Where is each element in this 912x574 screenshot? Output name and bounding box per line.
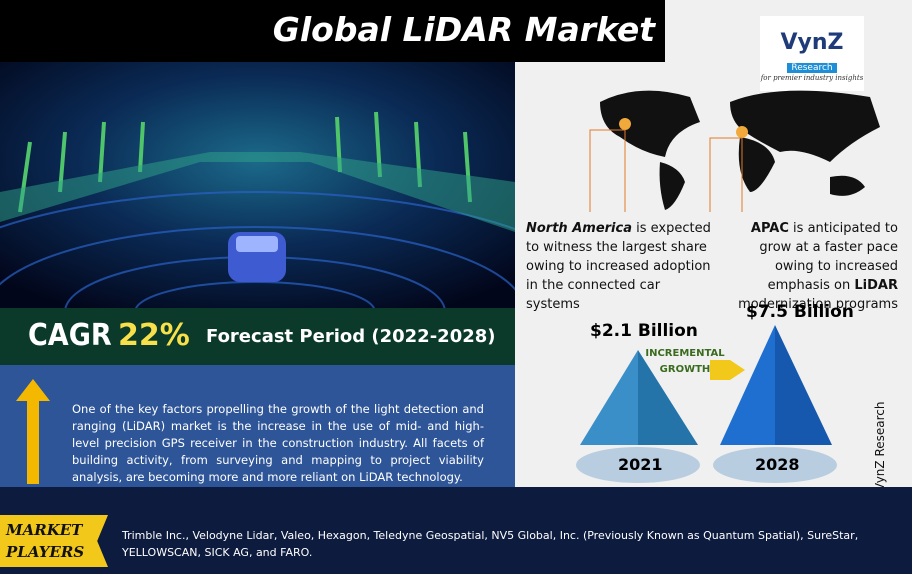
logo-sub: Research	[787, 63, 837, 73]
region-name: North America	[526, 221, 632, 236]
growth-year: 2021	[618, 455, 663, 474]
world-map	[589, 90, 880, 212]
region-bold: LiDAR	[854, 278, 898, 293]
description: One of the key factors propelling the gr…	[72, 402, 484, 484]
forecast: Forecast Period (2022-2028)	[206, 326, 496, 347]
copyright: © VynZ Research	[873, 401, 887, 508]
cagr-value: 22%	[118, 318, 190, 353]
growth-graphic	[576, 325, 837, 483]
region-text: is anticipated to grow at a faster pace …	[759, 221, 898, 293]
region-north-america: North America is expected to witness the…	[526, 219, 716, 314]
growth-value: $2.1 Billion	[590, 321, 698, 341]
lidar-image	[0, 62, 515, 308]
cagr-label: CAGR	[28, 318, 112, 353]
players-label: MARKET PLAYERS	[6, 521, 85, 561]
arrow-icon	[16, 379, 50, 484]
description-panel: One of the key factors propelling the gr…	[0, 365, 515, 487]
players-bar: MARKET PLAYERS Trimble Inc., Velodyne Li…	[0, 487, 912, 574]
players-ribbon	[0, 515, 108, 567]
logo: VynZ Research for premier industry insig…	[760, 16, 864, 91]
region-tail: modernization programs	[738, 297, 898, 312]
growth-label: INCREMENTAL GROWTH	[645, 348, 725, 375]
region-apac: APAC is anticipated to grow at a faster …	[718, 219, 898, 314]
growth-value: $7.5 Billion	[746, 302, 854, 322]
title-bar: Global LiDAR Market	[0, 0, 665, 62]
logo-name: VynZ	[780, 30, 844, 55]
region-name: APAC	[750, 221, 789, 236]
logo-tagline: for premier industry insights	[760, 74, 864, 82]
cagr-bar: CAGR 22% Forecast Period (2022-2028)	[0, 308, 515, 365]
title: Global LiDAR Market	[272, 10, 655, 49]
players-text: Trimble Inc., Velodyne Lidar, Valeo, Hex…	[122, 529, 859, 559]
region-text: is expected to witness the largest share…	[526, 221, 711, 312]
growth-year: 2028	[755, 455, 800, 474]
